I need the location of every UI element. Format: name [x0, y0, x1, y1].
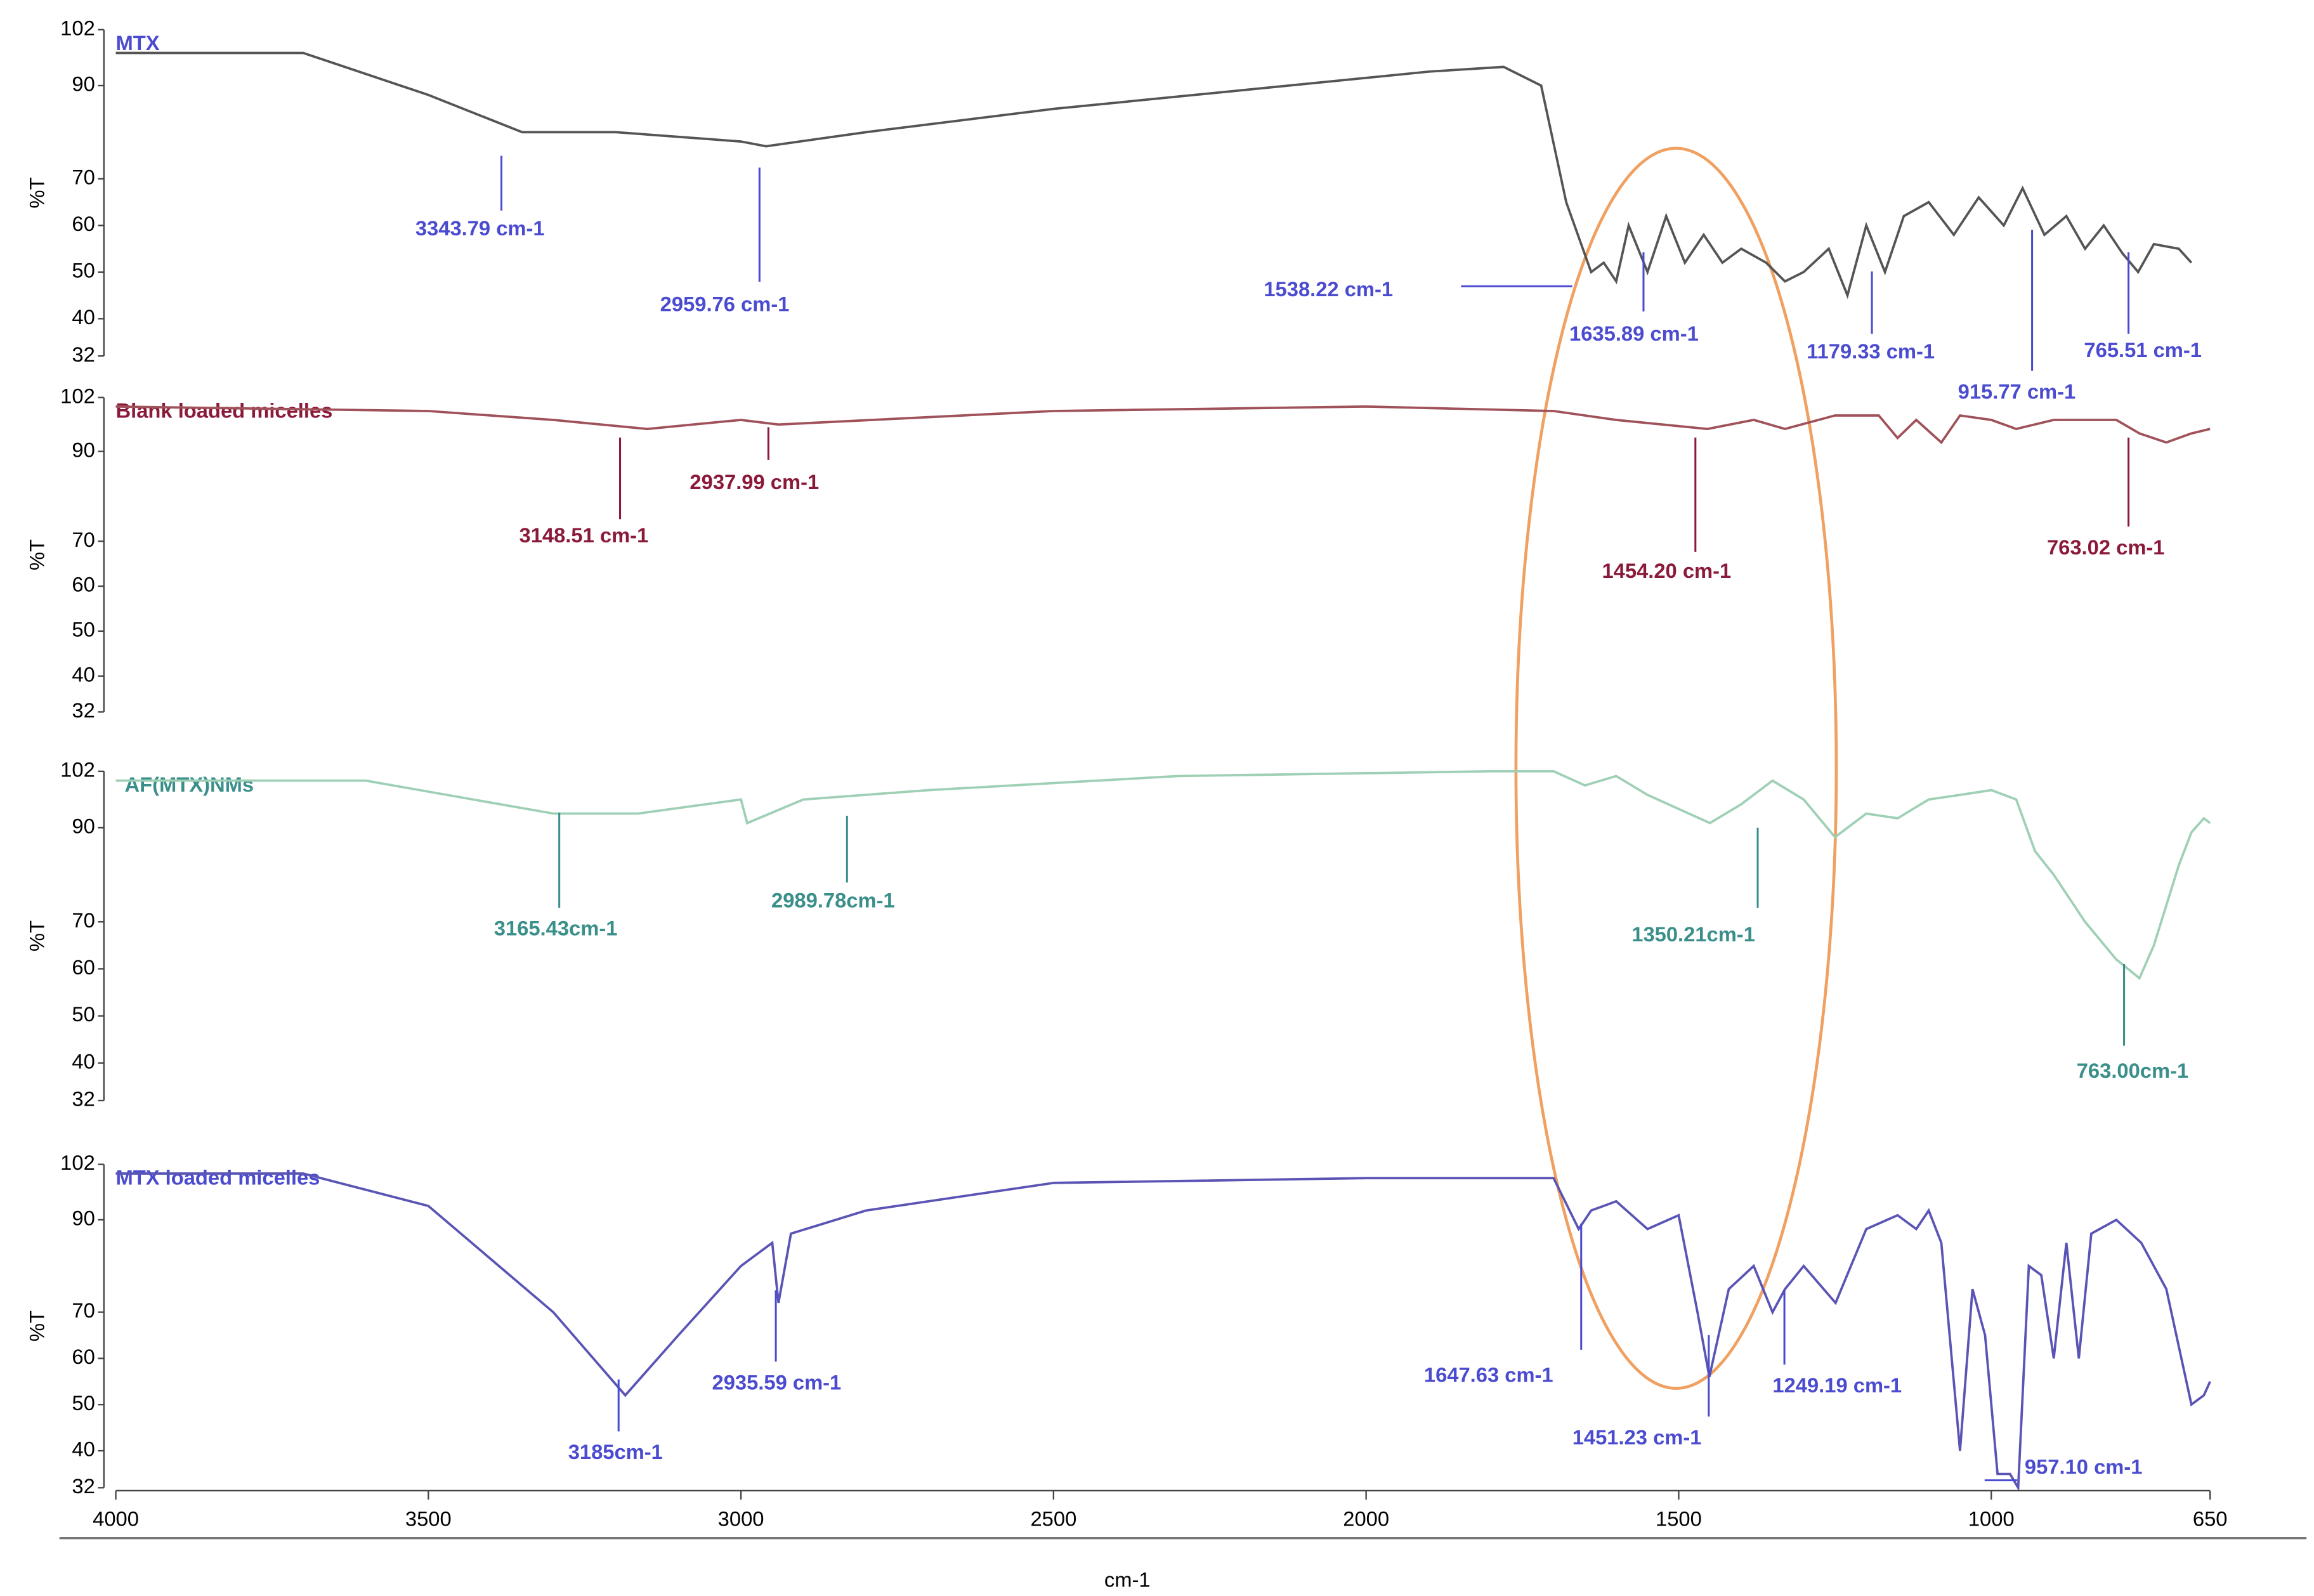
- y-tick-label: 32: [72, 698, 95, 722]
- y-tick-label: 50: [72, 1391, 95, 1415]
- x-tick-label: 3500: [405, 1507, 452, 1530]
- panel-title: MTX: [116, 31, 160, 55]
- y-tick-label: 102: [60, 384, 95, 407]
- x-tick-label: 1500: [1656, 1507, 1702, 1530]
- panel-title: Blank loaded micelles: [116, 399, 333, 422]
- y-tick-label: 70: [72, 528, 95, 551]
- x-tick-label: 4000: [93, 1507, 139, 1530]
- panel-title: AF(MTX)NMs: [125, 773, 254, 796]
- x-tick-label: 2500: [1030, 1507, 1076, 1530]
- peak-label: 3185cm-1: [568, 1440, 663, 1463]
- y-tick-label: 102: [60, 1151, 95, 1174]
- peak-label: 1179.33 cm-1: [1807, 339, 1935, 363]
- y-tick-label: 90: [72, 72, 95, 96]
- peak-label: 1350.21cm-1: [1631, 922, 1755, 946]
- peak-label: 1451.23 cm-1: [1572, 1425, 1702, 1449]
- spectrum-line: [115, 1172, 2211, 1492]
- peak-label: 1635.89 cm-1: [1569, 322, 1699, 345]
- y-tick-label: 32: [72, 1087, 95, 1111]
- y-tick-label: 40: [72, 1437, 95, 1461]
- y-tick-label: 32: [72, 343, 95, 366]
- y-axis-label: %T: [25, 1311, 49, 1342]
- peak-label: 763.02 cm-1: [2047, 535, 2165, 559]
- y-tick-label: 50: [72, 1002, 95, 1026]
- y-tick-label: 102: [60, 16, 95, 39]
- peak-label: 3148.51 cm-1: [520, 523, 649, 547]
- x-tick-label: 1000: [1968, 1507, 2015, 1530]
- y-tick-label: 40: [72, 305, 95, 329]
- y-tick-label: 60: [72, 212, 95, 235]
- x-axis-label: cm-1: [1104, 1567, 1151, 1591]
- spectrum-line: [115, 770, 2211, 981]
- highlight-ellipse: [1514, 147, 1838, 1390]
- panel-title: MTX loaded micelles: [116, 1166, 320, 1189]
- y-tick-label: 50: [72, 259, 95, 282]
- y-tick-label: 70: [72, 1298, 95, 1322]
- peak-label: 957.10 cm-1: [2025, 1455, 2143, 1479]
- peak-label: 915.77 cm-1: [1958, 379, 2076, 403]
- y-tick-label: 90: [72, 1207, 95, 1230]
- y-axis-label: %T: [25, 920, 49, 952]
- spectrum-line: [115, 405, 2211, 445]
- y-axis-label: %T: [25, 539, 49, 570]
- y-tick-label: 102: [60, 758, 95, 782]
- y-axis-label: %T: [25, 177, 49, 208]
- x-tick-label: 3000: [718, 1507, 764, 1530]
- peak-label: 1454.20 cm-1: [1602, 559, 1731, 582]
- x-tick-label: 650: [2193, 1507, 2228, 1530]
- peak-label: 3165.43cm-1: [494, 917, 618, 940]
- peak-label: 2935.59 cm-1: [712, 1370, 842, 1394]
- y-tick-label: 40: [72, 1049, 95, 1073]
- y-tick-label: 90: [72, 438, 95, 461]
- peak-label: 3343.79 cm-1: [415, 216, 545, 240]
- peak-label: 765.51 cm-1: [2084, 338, 2202, 362]
- peak-label: 2989.78cm-1: [771, 888, 895, 912]
- peak-label: 763.00cm-1: [2077, 1059, 2188, 1082]
- y-tick-label: 60: [72, 955, 95, 979]
- peak-label: 1538.22 cm-1: [1264, 277, 1393, 301]
- y-tick-label: 40: [72, 662, 95, 686]
- y-tick-label: 90: [72, 814, 95, 838]
- peak-label: 2937.99 cm-1: [690, 470, 819, 494]
- peak-label: 2959.76 cm-1: [660, 292, 790, 315]
- y-tick-label: 60: [72, 573, 95, 596]
- y-tick-label: 50: [72, 618, 95, 641]
- spectrum-line: [115, 51, 2193, 299]
- peak-label: 1249.19 cm-1: [1772, 1373, 1902, 1397]
- y-tick-label: 32: [72, 1474, 95, 1498]
- y-tick-label: 70: [72, 166, 95, 189]
- y-tick-label: 70: [72, 908, 95, 932]
- x-tick-label: 2000: [1343, 1507, 1389, 1530]
- peak-label: 1647.63 cm-1: [1424, 1363, 1553, 1387]
- y-tick-label: 60: [72, 1345, 95, 1368]
